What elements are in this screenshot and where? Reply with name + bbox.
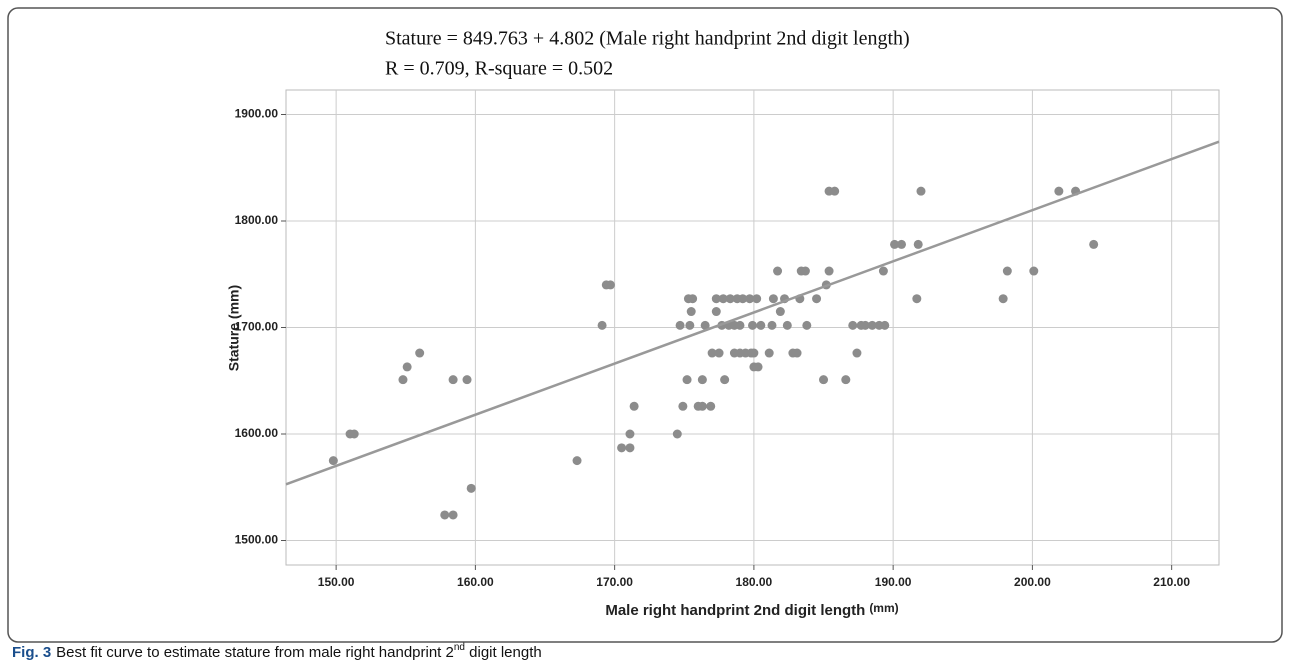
x-tick-label: 200.00 [1014, 575, 1051, 589]
point [745, 294, 755, 304]
point [824, 266, 834, 276]
point [841, 375, 851, 385]
fit-line [285, 140, 1220, 486]
point [617, 443, 627, 453]
x-tick-label: 150.00 [318, 575, 355, 589]
point [768, 294, 778, 304]
caption-text: Best fit curve to estimate stature from … [56, 644, 454, 661]
point [675, 320, 685, 330]
point [756, 320, 766, 330]
point [1054, 186, 1064, 196]
frame [7, 7, 1283, 643]
point [867, 320, 877, 330]
y-axis-label: Stature (mm) [226, 285, 242, 371]
point [711, 307, 721, 317]
point [735, 320, 745, 330]
point [718, 294, 728, 304]
point [466, 483, 476, 493]
point [688, 294, 698, 304]
point [800, 266, 810, 276]
point [752, 294, 762, 304]
point [707, 348, 717, 358]
point [998, 294, 1008, 304]
point [682, 375, 692, 385]
point [462, 375, 472, 385]
point [764, 348, 774, 358]
point [1002, 266, 1012, 276]
point [572, 456, 582, 466]
point [748, 320, 757, 330]
point [1029, 266, 1039, 276]
point [625, 443, 635, 453]
point [773, 266, 783, 276]
point [890, 239, 900, 249]
x-label-unit: (mm) [869, 601, 898, 615]
point [860, 320, 870, 330]
x-tick-label: 190.00 [875, 575, 912, 589]
point [897, 239, 907, 249]
point [402, 362, 412, 372]
point [1089, 239, 1099, 249]
x-tick-label: 170.00 [596, 575, 633, 589]
point [415, 348, 425, 358]
caption: Fig. 3 Best fit curve to estimate stature… [12, 642, 542, 661]
caption-sup: nd [454, 642, 465, 653]
caption-tail: digit length [465, 644, 542, 661]
point [819, 375, 829, 385]
point [725, 294, 735, 304]
point [848, 320, 858, 330]
point [812, 294, 822, 304]
y-tick-label: 1800.00 [235, 213, 279, 227]
chart-title: Stature = 849.763 + 4.802 (Male right ha… [385, 28, 910, 50]
point [830, 186, 840, 196]
point [878, 266, 888, 276]
point [782, 320, 792, 330]
point [792, 348, 802, 358]
point [775, 307, 785, 317]
point [678, 401, 688, 411]
point [880, 320, 890, 330]
point [913, 239, 923, 249]
point [749, 348, 759, 358]
point [398, 375, 408, 385]
point [685, 320, 695, 330]
point [697, 401, 707, 411]
point [448, 375, 458, 385]
point [448, 510, 458, 520]
point [597, 320, 607, 330]
y-tick-label: 1600.00 [235, 426, 279, 440]
point [697, 375, 707, 385]
point [912, 294, 922, 304]
point [916, 186, 926, 196]
chart-subtitle: R = 0.709, R-square = 0.502 [385, 58, 613, 80]
point [720, 375, 730, 385]
point [440, 510, 450, 520]
y-tick-label: 1900.00 [235, 107, 279, 121]
point [700, 320, 710, 330]
point [706, 401, 716, 411]
point [852, 348, 862, 358]
point [714, 348, 724, 358]
point [605, 280, 615, 290]
point [686, 307, 696, 317]
point [753, 362, 763, 372]
y-tick-label: 1700.00 [235, 320, 279, 334]
x-tick-label: 210.00 [1153, 575, 1190, 589]
point [672, 429, 682, 439]
y-tick-label: 1500.00 [235, 533, 279, 547]
point [711, 294, 721, 304]
caption-label: Fig. 3 [12, 644, 51, 661]
x-axis-label: Male right handprint 2nd digit length (mm… [605, 601, 898, 619]
point [629, 401, 639, 411]
x-label-text: Male right handprint 2nd digit length [605, 602, 865, 619]
point [349, 429, 359, 439]
point [625, 429, 635, 439]
point [802, 320, 812, 330]
point [738, 294, 748, 304]
x-tick-label: 160.00 [457, 575, 494, 589]
x-tick-label: 180.00 [736, 575, 773, 589]
point [767, 320, 777, 330]
point [328, 456, 338, 466]
